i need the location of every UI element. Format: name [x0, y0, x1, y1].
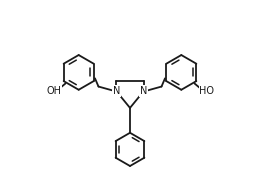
Text: HO: HO [199, 86, 214, 96]
Text: OH: OH [47, 86, 62, 96]
Text: N: N [140, 86, 147, 96]
Text: N: N [113, 86, 120, 96]
